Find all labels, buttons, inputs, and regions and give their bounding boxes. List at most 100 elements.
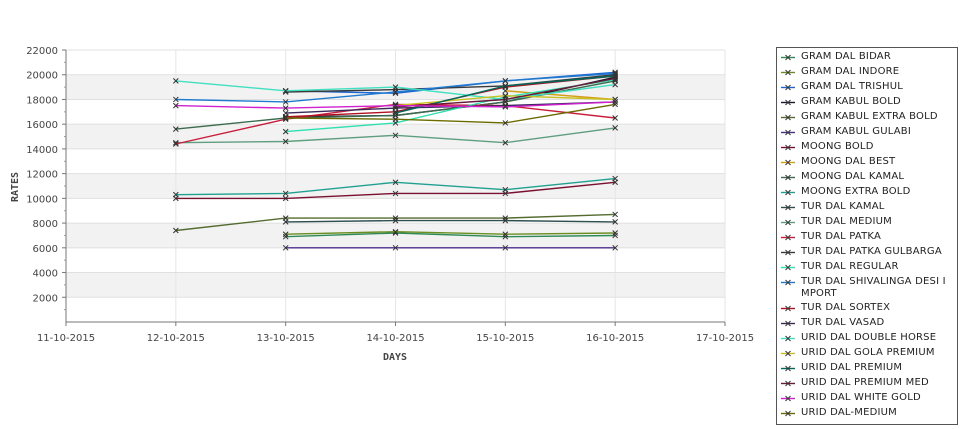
data-point-marker[interactable]	[172, 96, 179, 103]
data-point-marker[interactable]	[392, 228, 399, 235]
legend-label: GRAM KABUL EXTRA BOLD	[801, 111, 938, 122]
legend-item[interactable]: MOONG DAL KAMAL	[777, 171, 957, 184]
legend-marker-icon	[781, 231, 795, 244]
data-point-marker[interactable]	[612, 70, 619, 77]
legend-item[interactable]: GRAM DAL INDORE	[777, 66, 957, 79]
data-point-marker[interactable]	[502, 186, 509, 193]
data-point-marker[interactable]	[502, 244, 509, 251]
data-point-marker[interactable]	[612, 244, 619, 251]
legend-item[interactable]: URID DAL PREMIUM MED	[777, 377, 957, 390]
series-tur-dal-patka	[172, 101, 619, 147]
data-point-marker[interactable]	[502, 217, 509, 224]
legend-item[interactable]: GRAM DAL TRISHUL	[777, 81, 957, 94]
data-point-marker[interactable]	[282, 231, 289, 238]
series-line	[285, 219, 616, 223]
data-point-marker[interactable]	[282, 87, 289, 94]
legend-item[interactable]: MOONG BOLD	[777, 141, 957, 154]
legend-item[interactable]: TUR DAL SHIVALINGA DESI IMPORT	[777, 276, 957, 300]
data-point-marker[interactable]	[392, 217, 399, 224]
legend-item[interactable]: TUR DAL VASAD	[777, 317, 957, 330]
data-point-marker[interactable]	[612, 101, 619, 108]
data-point-marker[interactable]	[612, 219, 619, 225]
data-point-marker[interactable]	[282, 195, 289, 202]
legend-item[interactable]: URID DAL PREMIUM	[777, 362, 957, 375]
series-group	[172, 69, 619, 251]
data-point-marker[interactable]	[502, 83, 509, 89]
legend-label: URID DAL-MEDIUM	[801, 407, 898, 418]
legend-item[interactable]: TUR DAL KAMAL	[777, 201, 957, 214]
legend-marker-icon	[781, 407, 795, 420]
data-point-marker[interactable]	[392, 116, 399, 123]
data-point-marker[interactable]	[172, 126, 179, 132]
legend-item[interactable]: GRAM KABUL BOLD	[777, 96, 957, 109]
data-point-marker[interactable]	[612, 81, 619, 88]
data-point-marker[interactable]	[282, 190, 289, 197]
data-point-marker[interactable]	[612, 211, 619, 218]
data-point-marker[interactable]	[392, 244, 399, 251]
legend-item[interactable]: GRAM KABUL GULABI	[777, 126, 957, 139]
data-point-marker[interactable]	[612, 115, 619, 121]
series-line	[285, 232, 616, 238]
legend-label: URID DAL WHITE GOLD	[801, 392, 921, 403]
data-point-marker[interactable]	[392, 190, 399, 197]
data-point-marker[interactable]	[282, 233, 289, 240]
legend-marker-icon	[781, 141, 795, 154]
legend-item[interactable]: URID DAL-MEDIUM	[777, 407, 957, 420]
data-point-marker[interactable]	[502, 78, 509, 84]
data-point-marker[interactable]	[282, 128, 289, 135]
legend-item[interactable]: GRAM KABUL EXTRA BOLD	[777, 111, 957, 124]
x-axis-title: DAYS	[383, 352, 407, 363]
legend-item[interactable]: TUR DAL SORTEX	[777, 302, 957, 315]
data-point-marker[interactable]	[502, 120, 509, 126]
legend-item[interactable]: URID DAL WHITE GOLD	[777, 392, 957, 405]
data-point-marker[interactable]	[612, 73, 619, 79]
data-point-marker[interactable]	[502, 139, 509, 146]
data-point-marker[interactable]	[392, 110, 399, 116]
data-point-marker[interactable]	[612, 232, 619, 239]
data-point-marker[interactable]	[172, 78, 179, 84]
data-point-marker[interactable]	[172, 141, 179, 147]
legend-item[interactable]: URID DAL DOUBLE HORSE	[777, 332, 957, 345]
data-point-marker[interactable]	[172, 102, 179, 109]
data-point-marker[interactable]	[392, 179, 399, 186]
data-point-marker[interactable]	[282, 115, 289, 121]
y-tick-label: 4000	[33, 269, 58, 280]
data-point-marker[interactable]	[172, 227, 179, 234]
data-point-marker[interactable]	[392, 89, 399, 95]
legend-item[interactable]: TUR DAL MEDIUM	[777, 216, 957, 229]
legend-item[interactable]: MOONG DAL BEST	[777, 156, 957, 169]
data-point-marker[interactable]	[612, 175, 619, 182]
data-point-marker[interactable]	[502, 96, 509, 103]
data-point-marker[interactable]	[612, 99, 619, 105]
legend-item[interactable]: URID DAL GOLA PREMIUM	[777, 347, 957, 360]
data-point-marker[interactable]	[392, 84, 399, 90]
legend-item[interactable]: TUR DAL PATKA	[777, 231, 957, 244]
data-point-marker[interactable]	[282, 110, 289, 116]
legend-label: MOONG DAL BEST	[801, 156, 896, 167]
data-point-marker[interactable]	[392, 215, 399, 221]
legend-item[interactable]: TUR DAL PATKA GULBARGA	[777, 246, 957, 259]
legend-item[interactable]: GRAM DAL BIDAR	[777, 51, 957, 64]
data-point-marker[interactable]	[172, 139, 179, 146]
data-point-marker[interactable]	[502, 104, 509, 110]
data-point-marker[interactable]	[392, 132, 399, 139]
legend-marker-icon	[781, 332, 795, 345]
data-point-marker[interactable]	[282, 244, 289, 251]
data-point-marker[interactable]	[502, 231, 509, 238]
data-point-marker[interactable]	[282, 138, 289, 145]
data-point-marker[interactable]	[172, 191, 179, 198]
x-tick-label: 11-10-2015	[37, 333, 95, 344]
data-point-marker[interactable]	[392, 102, 399, 109]
data-point-marker[interactable]	[612, 75, 619, 82]
data-point-marker[interactable]	[502, 233, 509, 240]
data-point-marker[interactable]	[502, 215, 509, 221]
legend-marker-icon	[781, 111, 795, 124]
data-point-marker[interactable]	[282, 105, 289, 111]
data-point-marker[interactable]	[612, 96, 619, 103]
data-point-marker[interactable]	[282, 99, 289, 105]
data-point-marker[interactable]	[612, 230, 619, 236]
legend-item[interactable]: MOONG EXTRA BOLD	[777, 186, 957, 199]
data-point-marker[interactable]	[282, 219, 289, 225]
legend-item[interactable]: TUR DAL REGULAR	[777, 261, 957, 274]
data-point-marker[interactable]	[612, 125, 619, 131]
